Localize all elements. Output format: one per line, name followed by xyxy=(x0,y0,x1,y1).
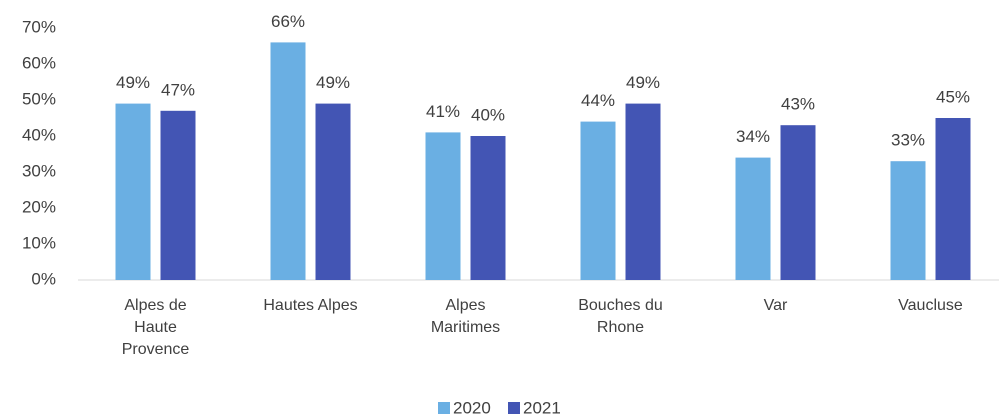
data-label: 44% xyxy=(581,91,615,110)
y-tick-label: 40% xyxy=(22,125,56,144)
data-label: 45% xyxy=(936,87,970,106)
x-tick-label: Hautes Alpes xyxy=(263,297,358,314)
bar xyxy=(160,110,196,280)
data-label: 66% xyxy=(271,12,305,31)
y-tick-label: 30% xyxy=(22,161,56,180)
bar xyxy=(625,103,661,280)
y-tick-label: 50% xyxy=(22,89,56,108)
y-tick-label: 20% xyxy=(22,197,56,216)
data-label: 34% xyxy=(736,127,770,146)
data-label: 41% xyxy=(426,102,460,121)
x-tick-label: Alpes Maritimes xyxy=(430,297,501,336)
legend-swatch xyxy=(438,402,450,414)
legend-swatch xyxy=(508,402,520,414)
bar xyxy=(735,157,771,280)
y-tick-label: 10% xyxy=(22,233,56,252)
y-tick-label: 60% xyxy=(22,53,56,72)
x-tick-label: Var xyxy=(763,297,788,314)
legend-label: 2020 xyxy=(453,398,491,417)
bar xyxy=(935,118,971,280)
data-label: 49% xyxy=(116,73,150,92)
x-tick-label: Bouches du Rhone xyxy=(578,297,663,336)
bar xyxy=(890,161,926,280)
data-label: 43% xyxy=(781,95,815,114)
bar xyxy=(425,132,461,280)
bar xyxy=(780,125,816,280)
data-label: 49% xyxy=(626,73,660,92)
x-tick-label: Alpes de Haute Provence xyxy=(121,297,190,358)
data-label: 33% xyxy=(891,131,925,150)
bar xyxy=(270,42,306,281)
data-label: 47% xyxy=(161,80,195,99)
data-label: 49% xyxy=(316,73,350,92)
y-tick-label: 70% xyxy=(22,17,56,36)
bar xyxy=(470,136,506,280)
legend-label: 2021 xyxy=(523,398,561,417)
data-label: 40% xyxy=(471,105,505,124)
bar xyxy=(115,103,151,280)
x-tick-label: Vaucluse xyxy=(898,297,963,314)
y-tick-label: 0% xyxy=(31,269,56,288)
bar xyxy=(580,121,616,280)
bar xyxy=(315,103,351,280)
